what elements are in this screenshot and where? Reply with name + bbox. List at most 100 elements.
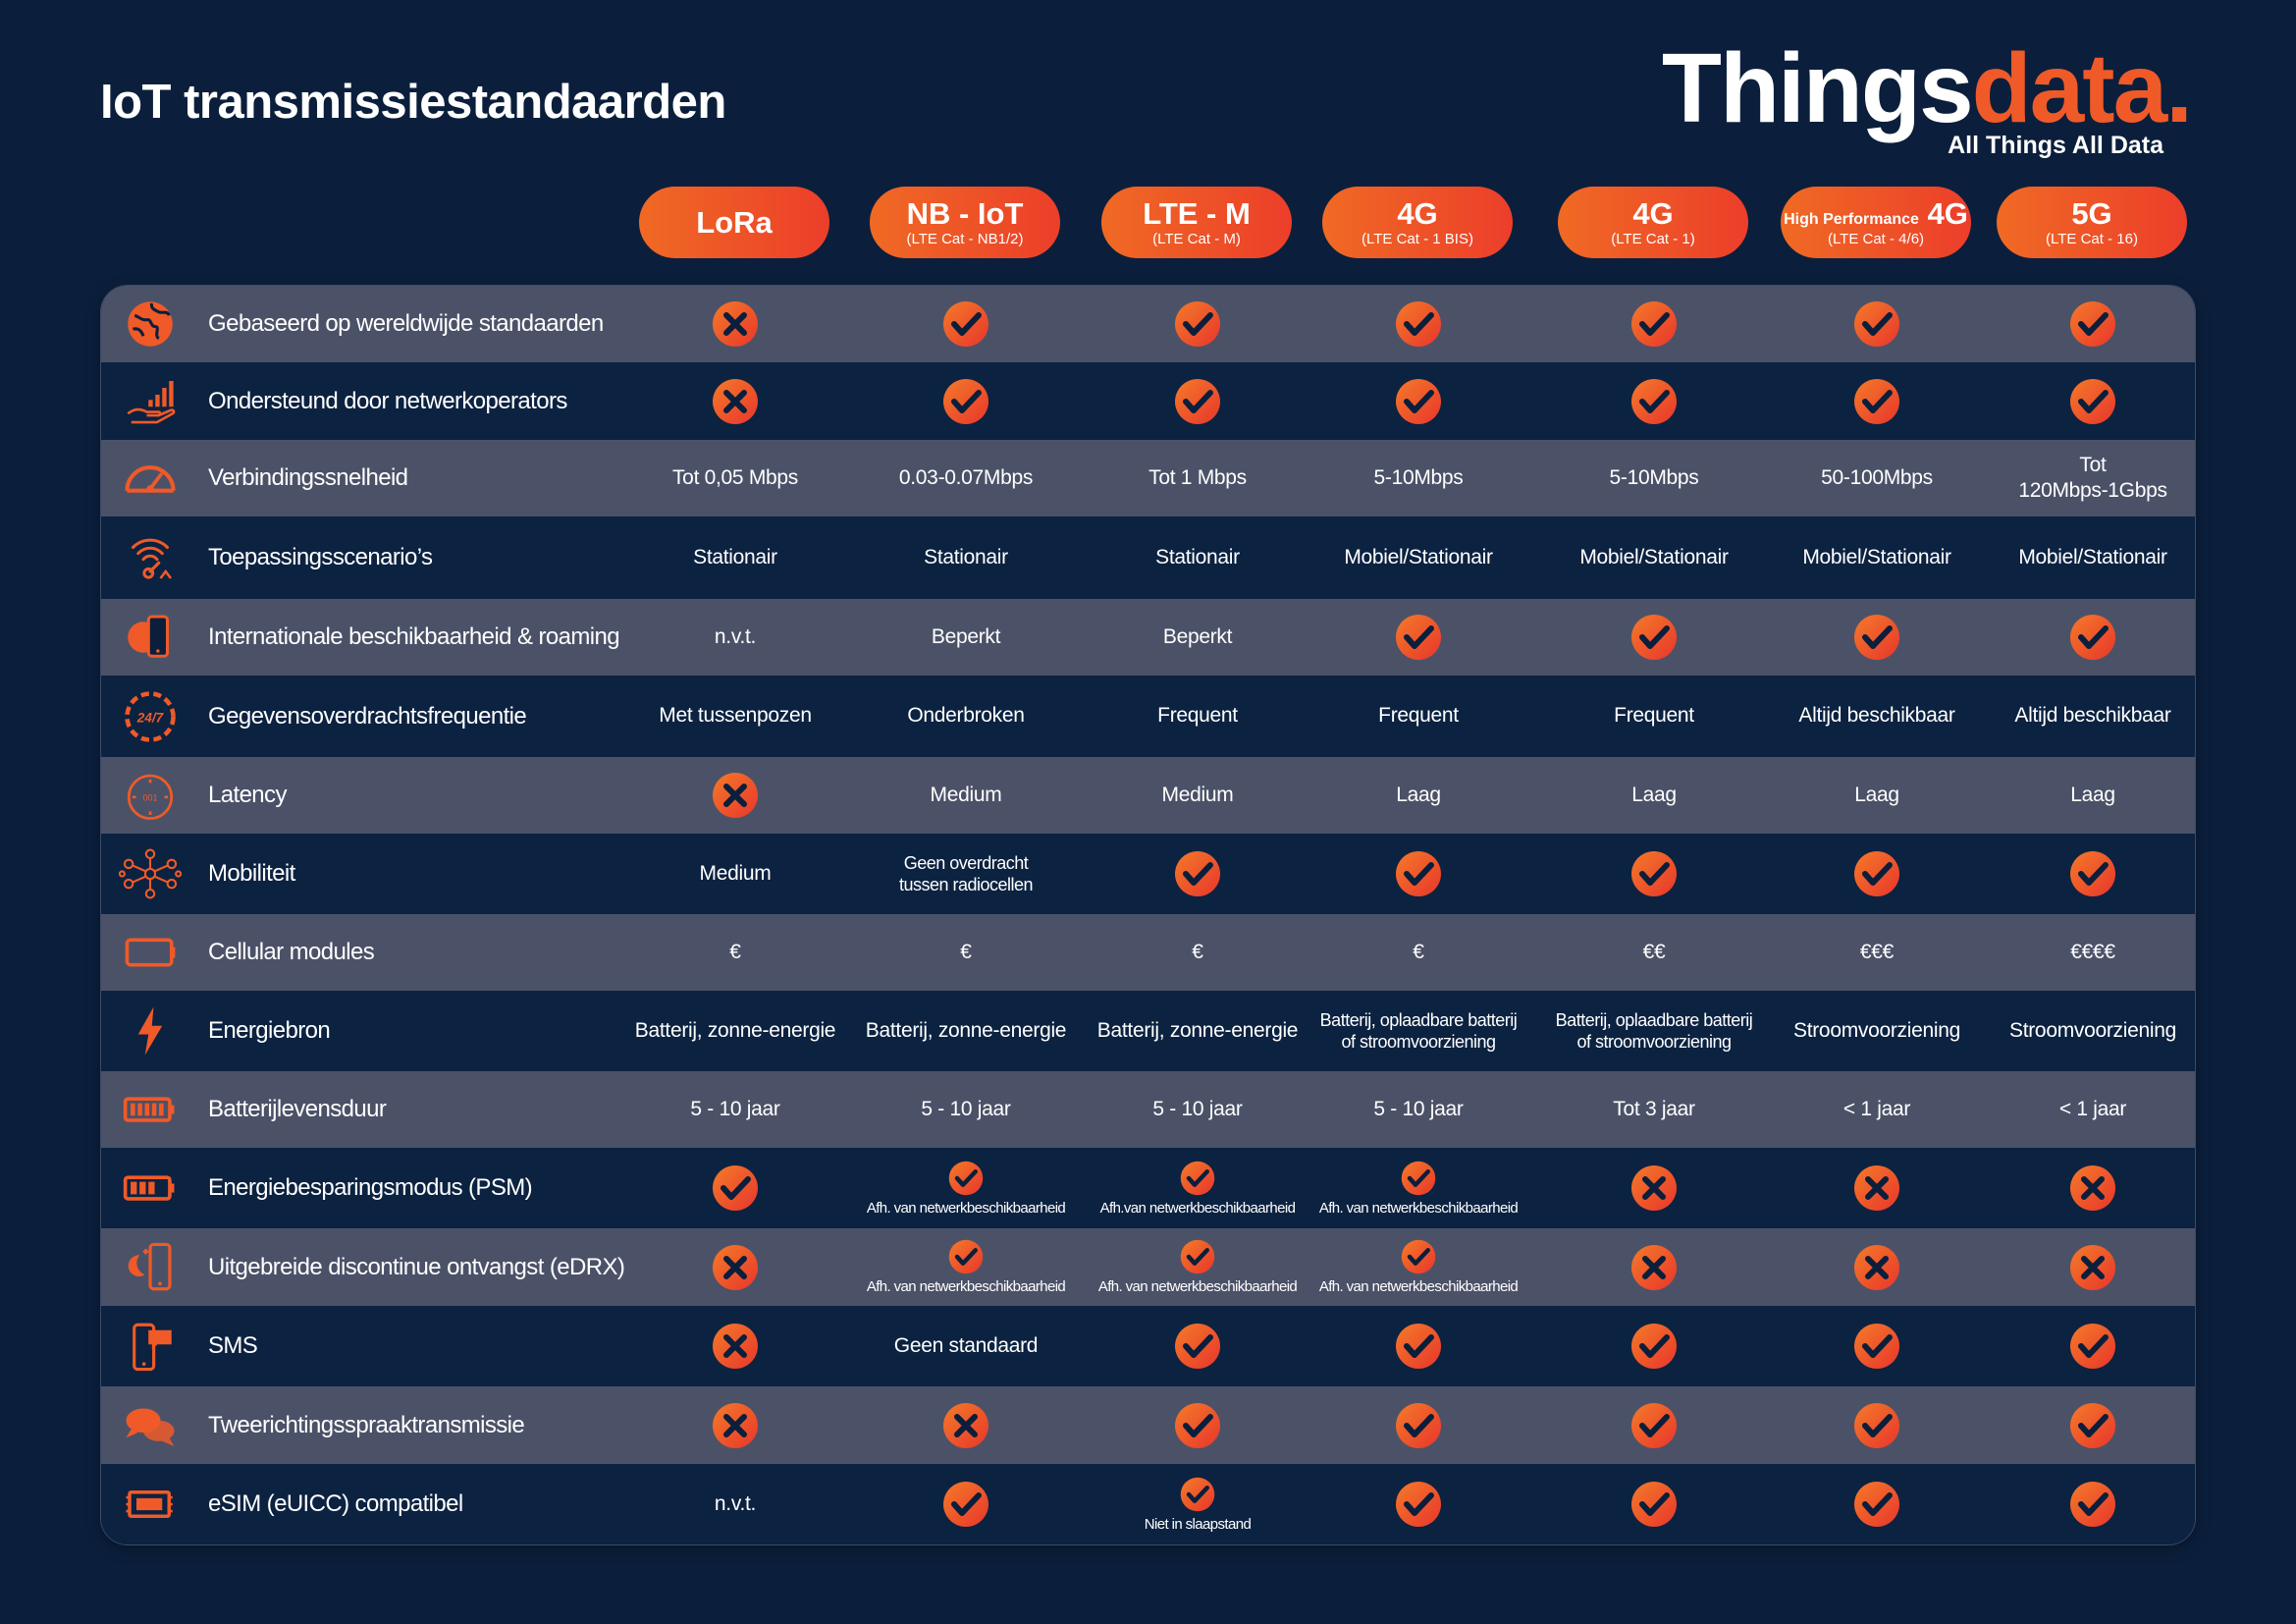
cell-value: Batterij, oplaadbare batterij of stroomv…: [1319, 1009, 1518, 1053]
table-cell: [622, 757, 848, 834]
cross-icon: [1853, 1164, 1900, 1212]
cell-value: Tot 1 Mbps: [1148, 465, 1247, 489]
check-icon: [948, 1161, 984, 1196]
cell-value: < 1 jaar: [2058, 1097, 2127, 1120]
check-icon: [1395, 850, 1442, 897]
row-label: Batterijlevensduur: [208, 1096, 387, 1122]
table-cell: [1980, 286, 2195, 362]
table-cell: €: [853, 914, 1079, 991]
column-header-title: High Performance 4G: [1784, 198, 1968, 229]
check-icon: [1180, 1239, 1215, 1274]
speech-bubbles-icon: [119, 1386, 182, 1464]
check-icon: [942, 300, 989, 348]
check-icon: [1853, 614, 1900, 661]
column-header-3: LTE - M (LTE Cat - M): [1101, 187, 1292, 258]
table-cell: Tot 3 jaar: [1541, 1071, 1767, 1148]
stopwatch-icon: 001: [119, 757, 182, 834]
table-cell: Frequent: [1085, 676, 1310, 757]
table-cell: Mobiel/Stationair: [1980, 516, 2195, 599]
cell-value: Beperkt: [1162, 624, 1233, 648]
cell-value: 5 - 10 jaar: [1373, 1097, 1464, 1120]
cell-value: Medium: [930, 783, 1002, 806]
table-cell: [622, 1386, 848, 1464]
table-cell: [1306, 599, 1531, 676]
check-icon: [1853, 1402, 1900, 1449]
cross-icon: [942, 1402, 989, 1449]
cross-icon: [712, 1323, 759, 1370]
row-label: eSIM (eUICC) compatibel: [208, 1490, 463, 1517]
table-cell: Frequent: [1306, 676, 1531, 757]
table-row: Ondersteund door netwerkoperators: [101, 362, 2195, 440]
table-cell: Stationair: [622, 516, 848, 599]
table-row: Energiebesparingsmodus (PSM) Afh. van net…: [101, 1148, 2195, 1228]
column-header-2: NB - IoT (LTE Cat - NB1/2): [870, 187, 1060, 258]
speedometer-icon: [119, 440, 182, 516]
table-cell: Laag: [1541, 757, 1767, 834]
check-icon: [1395, 1323, 1442, 1370]
cell-note: Niet in slaapstand: [1144, 1515, 1252, 1533]
table-cell: Stationair: [853, 516, 1079, 599]
cell-note: Afh. van netwerkbeschikbaarheid: [866, 1278, 1066, 1295]
table-cell: Afh. van netwerkbeschikbaarheid: [1306, 1228, 1531, 1306]
table-cell: 5 - 10 jaar: [1306, 1071, 1531, 1148]
table-cell: €€€€: [1980, 914, 2195, 991]
table-cell: [1980, 1306, 2195, 1386]
table-cell: 0.03-0.07Mbps: [853, 440, 1079, 516]
wireless-sensor-icon: [119, 516, 182, 599]
table-cell: [1764, 362, 1990, 440]
module-icon: [119, 914, 182, 991]
table-cell: €€: [1541, 914, 1767, 991]
table-cell: Tot 1 Mbps: [1085, 440, 1310, 516]
check-icon: [1853, 1481, 1900, 1528]
check-icon: [1180, 1477, 1215, 1512]
column-header-prefix: High Performance: [1784, 211, 1919, 228]
lightning-icon: [119, 991, 182, 1071]
cross-icon: [1630, 1164, 1678, 1212]
table-cell: [1980, 1148, 2195, 1228]
page-title: IoT transmissiestandaarden: [100, 76, 726, 129]
table-cell: [1541, 286, 1767, 362]
column-header-title: 4G: [1632, 198, 1673, 229]
check-icon: [1395, 614, 1442, 661]
cell-value: Tot 3 jaar: [1613, 1097, 1695, 1120]
cell-value: 5 - 10 jaar: [690, 1097, 780, 1120]
row-label: Toepassingsscenario’s: [208, 544, 433, 570]
cell-value: €€: [1642, 940, 1666, 963]
table-cell: Batterij, oplaadbare batterij of stroomv…: [1541, 991, 1767, 1071]
table-row: eSIM (eUICC) compatibel n.v.t. Niet in sla…: [101, 1464, 2195, 1544]
column-header-title: 5G: [2071, 198, 2111, 229]
check-icon: [2069, 850, 2116, 897]
network-nodes-icon: [119, 834, 182, 914]
clock-24-7-icon: 24/7: [119, 676, 182, 757]
cell-value: Tot 120Mbps-1Gbps: [2018, 453, 2167, 502]
check-icon: [2069, 1323, 2116, 1370]
cell-value: €: [1413, 940, 1424, 963]
column-header-subtitle: (LTE Cat - NB1/2): [906, 231, 1024, 247]
cell-value: n.v.t.: [714, 1491, 757, 1515]
table-cell: [622, 286, 848, 362]
table-cell: [1085, 286, 1310, 362]
table-cell: Afh. van netwerkbeschikbaarheid: [1306, 1148, 1531, 1228]
cell-value: Geen overdracht tussen radiocellen: [898, 852, 1034, 895]
cell-value: 5-10Mbps: [1609, 465, 1699, 489]
cell-value: Medium: [1161, 783, 1234, 806]
column-header-subtitle: (LTE Cat - 1 BIS): [1362, 231, 1473, 247]
cell-note: Afh. van netwerkbeschikbaarheid: [1318, 1278, 1519, 1295]
table-cell: [1085, 834, 1310, 914]
logo-part-things: Things: [1661, 33, 1974, 143]
check-icon: [1174, 378, 1221, 425]
thingsdata-logo: Thingsdata. All Things All Data: [1662, 39, 2199, 167]
row-label: Mobiliteit: [208, 860, 295, 887]
column-header-title: LTE - M: [1143, 198, 1251, 229]
cell-value: €€€€: [2070, 940, 2115, 963]
cell-value: Batterij, zonne-energie: [634, 1018, 836, 1042]
check-icon: [1630, 300, 1678, 348]
table-cell: €: [1085, 914, 1310, 991]
column-header-subtitle: (LTE Cat - M): [1152, 231, 1241, 247]
column-header-4: 4G (LTE Cat - 1 BIS): [1322, 187, 1513, 258]
cross-icon: [712, 772, 759, 819]
cell-value: Stroomvoorziening: [2009, 1018, 2176, 1042]
table-cell: < 1 jaar: [1980, 1071, 2195, 1148]
cell-value: €: [960, 940, 972, 963]
column-header-7: 5G (LTE Cat - 16): [1997, 187, 2187, 258]
